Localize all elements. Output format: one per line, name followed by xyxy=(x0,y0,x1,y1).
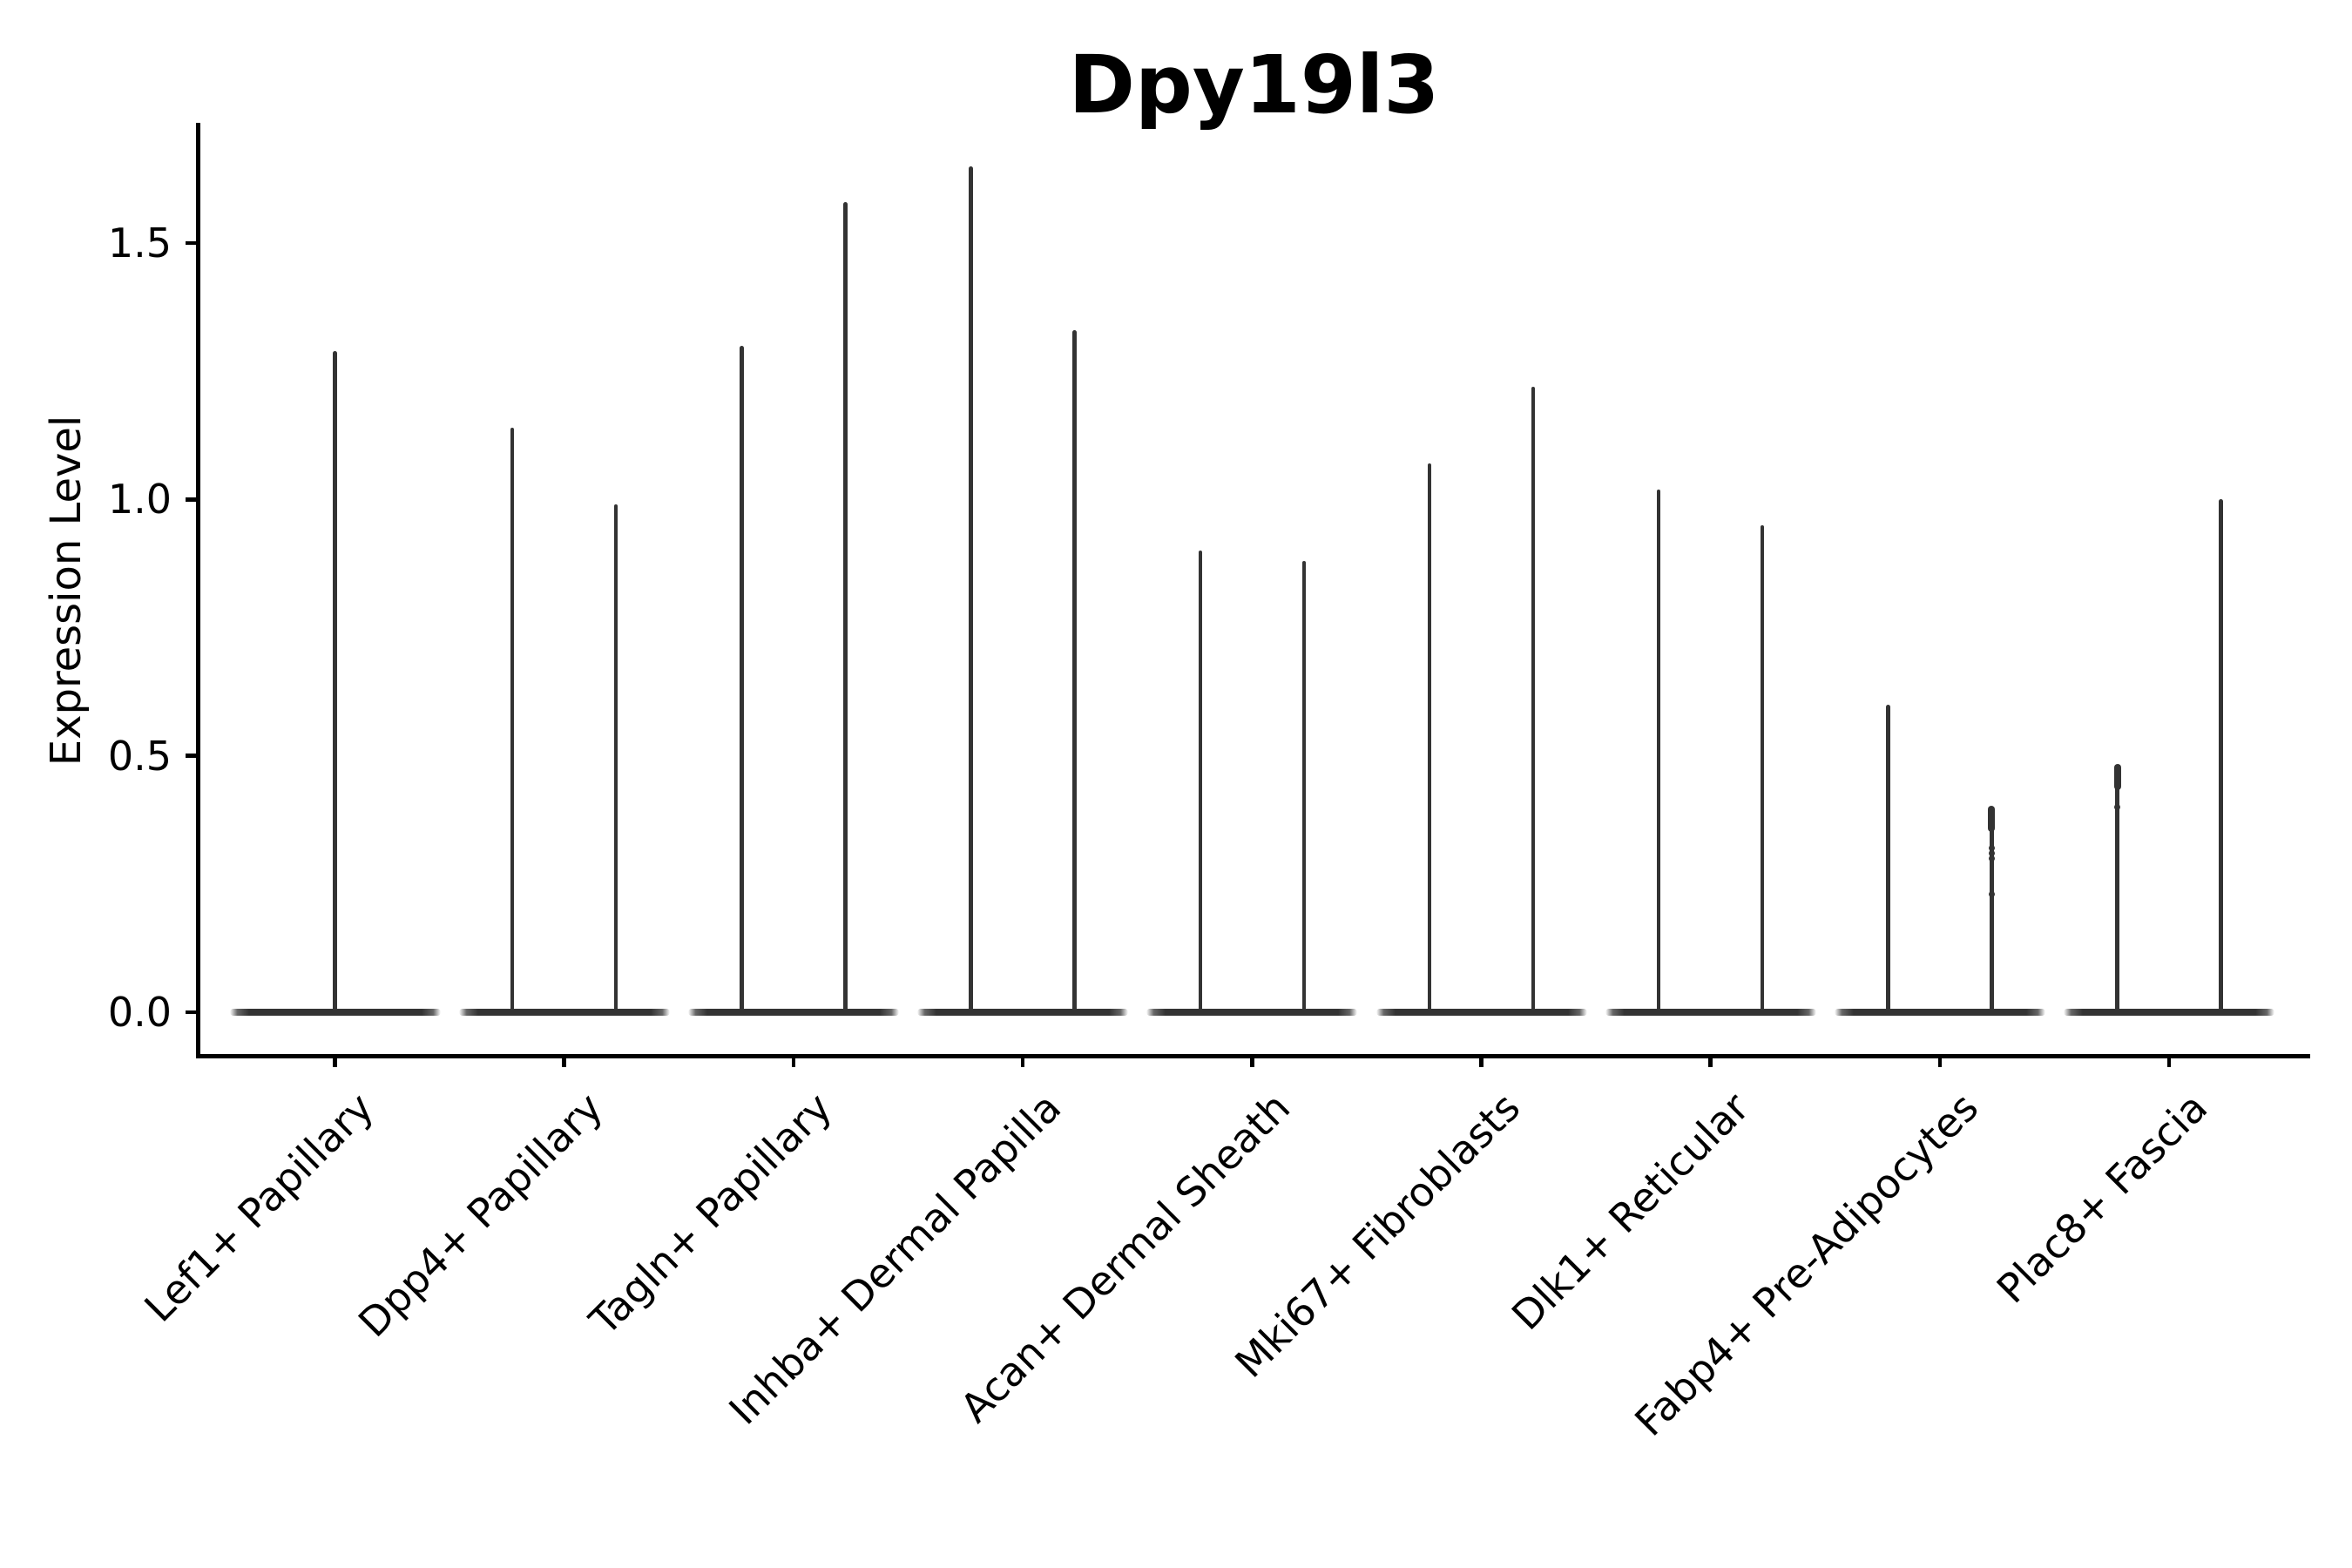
y-tick-mark xyxy=(186,754,198,758)
violin-spike xyxy=(510,427,515,1012)
violin-jitter-dot xyxy=(1988,850,1995,856)
y-tick-label: 1.5 xyxy=(107,219,172,267)
violin-spike-knob xyxy=(2113,764,2121,791)
x-tick-mark xyxy=(2166,1054,2172,1067)
violin-base xyxy=(687,1009,899,1016)
x-tick-label: Plac8+ Fascia xyxy=(1987,1084,2217,1313)
x-tick-mark xyxy=(1937,1054,1943,1067)
violin-spike xyxy=(1990,807,1994,1012)
violin-spike xyxy=(740,345,744,1012)
x-tick-mark xyxy=(1020,1054,1025,1067)
x-tick-mark xyxy=(1250,1054,1254,1067)
violin-jitter-dot xyxy=(2114,804,2121,811)
x-tick-label: Tagln+ Papillary xyxy=(580,1084,841,1344)
x-tick-label: Dpp4+ Papillary xyxy=(348,1084,612,1347)
violin-spike xyxy=(1656,489,1661,1012)
violin-jitter-dot xyxy=(1988,855,1995,862)
violin-spike xyxy=(1301,560,1307,1012)
violin-base xyxy=(1605,1009,1816,1016)
violin-spike xyxy=(333,350,337,1012)
violin-jitter-dot xyxy=(1988,891,1995,898)
violin-spike xyxy=(1760,524,1765,1012)
violin-spike xyxy=(1886,704,1890,1012)
violin-base xyxy=(1834,1009,2045,1016)
violin-base xyxy=(1375,1009,1587,1016)
y-tick-label: 1.0 xyxy=(107,476,172,524)
violin-spike-knob xyxy=(1988,805,1996,832)
violin-base xyxy=(2064,1009,2275,1016)
violin-spike xyxy=(1531,386,1536,1012)
violin-spike xyxy=(613,504,618,1012)
violin-spike xyxy=(1072,330,1077,1012)
y-axis-label: Expression Level xyxy=(42,415,91,767)
y-tick-mark xyxy=(186,497,198,502)
violin-spike xyxy=(1198,551,1203,1012)
x-tick-mark xyxy=(1479,1054,1484,1067)
violin-spike xyxy=(2115,766,2119,1012)
violin-spike xyxy=(2219,499,2223,1012)
violin-spike xyxy=(843,201,848,1012)
y-tick-mark xyxy=(186,1010,198,1015)
x-tick-mark xyxy=(562,1054,566,1067)
y-tick-label: 0.0 xyxy=(107,989,172,1036)
x-tick-mark xyxy=(1708,1054,1713,1067)
x-tick-mark xyxy=(333,1054,337,1067)
violin-base xyxy=(229,1009,441,1016)
x-tick-label: Dlk1+ Reticular xyxy=(1502,1084,1758,1340)
violin-base xyxy=(458,1009,670,1016)
y-tick-label: 0.5 xyxy=(107,732,172,780)
violin-base xyxy=(917,1009,1129,1016)
x-tick-mark xyxy=(791,1054,796,1067)
violin-base xyxy=(1146,1009,1358,1016)
y-axis-spine xyxy=(196,123,200,1058)
chart-title: Dpy19l3 xyxy=(1068,38,1440,132)
violin-jitter-dot xyxy=(1988,845,1995,852)
violin-spike xyxy=(1427,463,1432,1012)
y-tick-mark xyxy=(186,240,198,246)
x-tick-label: Lef1+ Papillary xyxy=(134,1084,382,1331)
violin-spike xyxy=(969,166,973,1012)
